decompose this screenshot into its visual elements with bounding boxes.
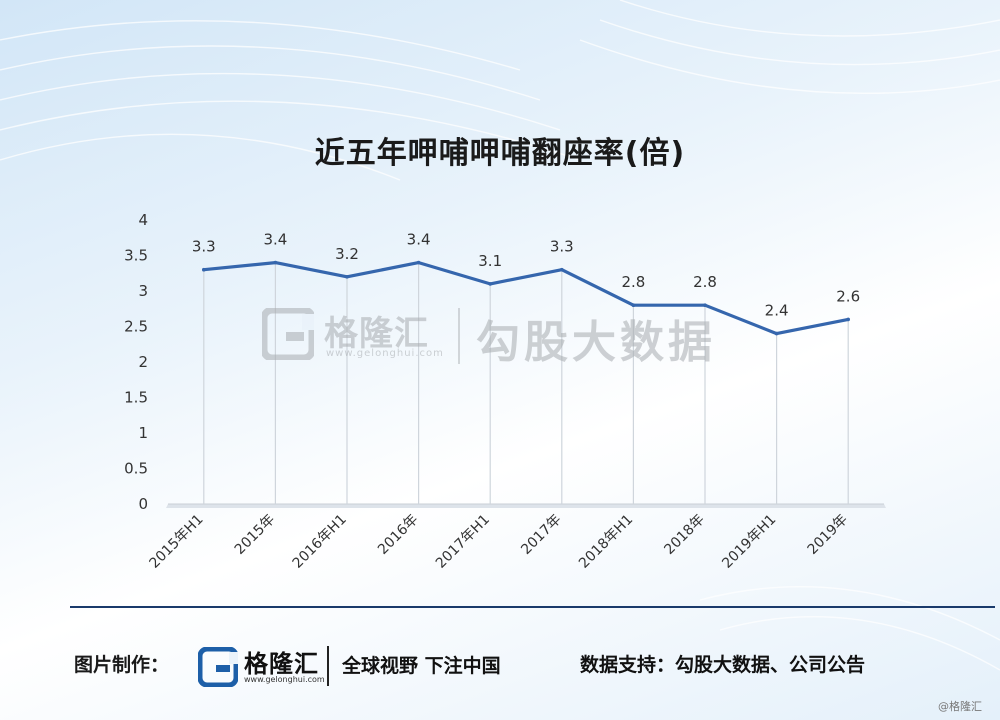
x-tick-label: 2019年 — [805, 512, 851, 558]
y-tick-label: 0.5 — [124, 460, 148, 478]
gelonghui-logo-icon — [198, 647, 238, 687]
y-tick-label: 2.5 — [124, 318, 148, 336]
data-label: 3.3 — [192, 238, 216, 256]
y-tick-label: 1 — [138, 424, 148, 442]
data-point — [488, 282, 493, 286]
plot-floor — [166, 504, 886, 508]
y-tick-label: 0 — [138, 495, 148, 513]
data-label: 2.8 — [693, 273, 717, 291]
x-tick-label: 2018年 — [661, 512, 707, 558]
x-tick-label: 2018年H1 — [576, 512, 636, 572]
data-label: 3.1 — [478, 252, 502, 270]
data-point — [846, 317, 850, 322]
chart-title: 近五年呷哺呷哺翻座率(倍) — [314, 136, 686, 171]
x-tick-label: 2016年 — [375, 512, 421, 558]
data-label: 3.4 — [407, 231, 431, 249]
x-tick-label: 2017年 — [518, 512, 564, 558]
x-tick-label: 2017年H1 — [433, 512, 493, 572]
data-point — [345, 275, 349, 279]
data-source: 数据支持：勾股大数据、公司公告 — [580, 654, 866, 676]
y-tick-label: 3.5 — [124, 247, 148, 265]
watermark-brand: 勾股大数据 — [476, 317, 716, 368]
data-point — [202, 267, 206, 272]
data-point — [703, 303, 707, 308]
footer-slogan: 全球视野 下注中国 — [342, 655, 501, 677]
watermark-divider — [458, 308, 460, 364]
data-point — [560, 267, 564, 272]
data-point — [631, 303, 636, 308]
data-point — [416, 260, 421, 265]
y-tick-label: 3 — [138, 282, 148, 300]
watermark: 格隆汇 www.gelonghui.com 勾股大数据 — [262, 300, 762, 370]
gelonghui-logo-icon — [262, 308, 314, 360]
footer-rule — [70, 606, 995, 608]
watermark-url: www.gelonghui.com — [326, 348, 444, 359]
data-point — [774, 331, 779, 336]
footer-logo: 格隆汇 www.gelonghui.com — [196, 645, 325, 691]
y-tick-label: 2 — [138, 353, 148, 371]
data-label: 3.3 — [550, 238, 574, 256]
footer-label: 图片制作： — [74, 654, 170, 676]
footer-logo-url: www.gelonghui.com — [244, 675, 325, 684]
x-tick-label: 2015年H1 — [146, 512, 206, 572]
data-point — [273, 260, 278, 265]
footer-divider — [327, 646, 329, 686]
data-label: 2.4 — [765, 302, 789, 320]
footer-logo-name: 格隆汇 — [244, 650, 319, 678]
data-label: 2.8 — [621, 273, 645, 291]
data-label: 3.4 — [263, 231, 287, 249]
series-line — [202, 261, 850, 336]
x-tick-label: 2015年 — [232, 512, 278, 558]
y-tick-label: 1.5 — [124, 389, 148, 407]
data-label: 2.6 — [836, 287, 860, 305]
watermark-name: 格隆汇 — [324, 314, 429, 354]
corner-tag: @格隆汇 — [938, 700, 982, 713]
x-tick-label: 2016年H1 — [290, 512, 350, 572]
x-tick-label: 2019年H1 — [719, 512, 779, 572]
y-tick-label: 4 — [138, 211, 148, 229]
data-label: 3.2 — [335, 245, 359, 263]
